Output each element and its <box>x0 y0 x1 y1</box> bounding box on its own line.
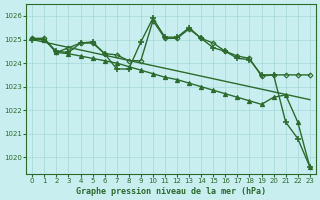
X-axis label: Graphe pression niveau de la mer (hPa): Graphe pression niveau de la mer (hPa) <box>76 187 266 196</box>
